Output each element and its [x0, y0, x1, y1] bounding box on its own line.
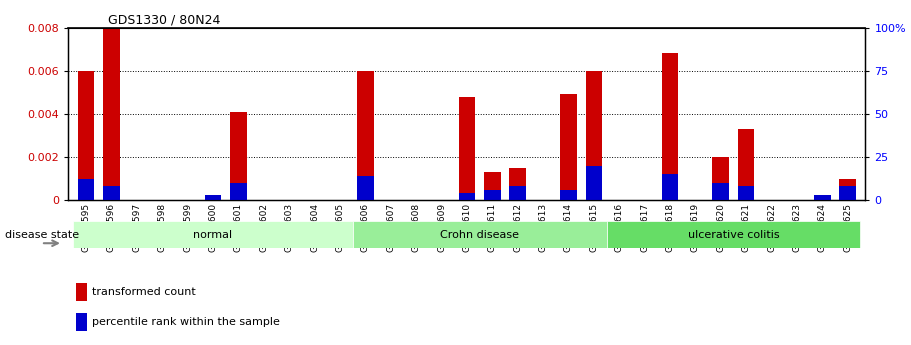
Bar	[357, 176, 374, 200]
Bar	[77, 179, 95, 200]
Bar	[586, 71, 602, 200]
Bar	[103, 186, 119, 200]
Bar	[77, 313, 87, 331]
Bar	[230, 112, 247, 200]
Bar	[814, 197, 831, 200]
Bar	[484, 190, 500, 200]
Bar	[586, 166, 602, 200]
Bar	[738, 186, 754, 200]
Bar	[738, 129, 754, 200]
Bar	[77, 71, 95, 200]
Text: transformed count: transformed count	[92, 287, 196, 297]
Text: ulcerative colitis: ulcerative colitis	[688, 230, 779, 239]
Text: GDS1330 / 80N24: GDS1330 / 80N24	[108, 13, 220, 27]
Bar	[357, 71, 374, 200]
Bar	[814, 195, 831, 200]
Text: disease state: disease state	[5, 230, 78, 239]
Bar	[560, 95, 577, 200]
Bar	[509, 186, 526, 200]
Text: normal: normal	[193, 230, 232, 239]
Bar	[661, 53, 678, 200]
Bar	[712, 183, 729, 200]
Bar	[607, 221, 860, 248]
Bar	[560, 190, 577, 200]
Text: Crohn disease: Crohn disease	[440, 230, 519, 239]
Bar	[484, 172, 500, 200]
Bar	[458, 97, 476, 200]
Bar	[839, 179, 856, 200]
Bar	[712, 157, 729, 200]
Text: percentile rank within the sample: percentile rank within the sample	[92, 317, 280, 327]
Bar	[839, 186, 856, 200]
Bar	[205, 195, 221, 200]
Bar	[77, 284, 87, 301]
Bar	[230, 183, 247, 200]
Bar	[353, 221, 607, 248]
Bar	[103, 28, 119, 200]
Bar	[458, 193, 476, 200]
Bar	[509, 168, 526, 200]
Bar	[74, 221, 353, 248]
Bar	[661, 174, 678, 200]
Bar	[205, 195, 221, 200]
